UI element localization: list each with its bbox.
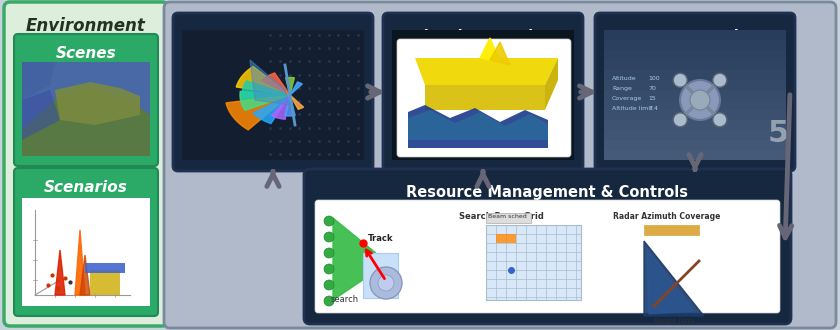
FancyBboxPatch shape [595,13,795,171]
Text: Coverage: Coverage [612,96,643,101]
Text: 7.4: 7.4 [648,106,658,111]
Text: 100: 100 [648,76,659,81]
Circle shape [673,73,687,87]
Circle shape [673,113,687,127]
Bar [604,120,786,130]
Bar [604,70,786,80]
FancyBboxPatch shape [315,200,780,313]
Bar [22,62,150,156]
Polygon shape [262,73,290,95]
Polygon shape [545,58,558,110]
Text: Radar Azimuth Coverage: Radar Azimuth Coverage [613,212,721,221]
Circle shape [713,73,727,87]
Bar [22,198,150,306]
Bar [182,30,364,160]
Bar [496,234,516,243]
Polygon shape [250,60,290,105]
Bar [604,110,786,120]
Bar [604,80,786,90]
Bar [392,30,574,160]
Circle shape [324,248,334,258]
Polygon shape [271,95,290,119]
Polygon shape [22,88,150,156]
Polygon shape [285,95,295,116]
Polygon shape [22,62,55,100]
Text: Range (km): Range (km) [654,318,695,324]
Polygon shape [75,230,85,295]
Bar [604,40,786,50]
Bar [604,150,786,160]
Polygon shape [644,241,704,316]
Text: Track: Track [368,234,393,243]
FancyBboxPatch shape [383,13,583,171]
Bar [363,253,398,298]
Bar [85,263,125,273]
Bar [604,140,786,150]
Text: Search Beam Grid: Search Beam Grid [459,212,543,221]
Circle shape [324,280,334,290]
Text: Signal Processing: Signal Processing [413,29,553,43]
Bar [486,225,581,300]
Bar [604,30,786,160]
Bar [22,62,150,156]
Polygon shape [408,105,548,148]
Bar [604,60,786,70]
Polygon shape [253,95,290,123]
Text: 15: 15 [648,96,656,101]
Polygon shape [425,85,545,110]
FancyBboxPatch shape [4,2,168,326]
Text: 70: 70 [648,86,656,91]
Bar [486,213,531,223]
Polygon shape [55,250,65,295]
Circle shape [713,113,727,127]
Text: Antenna/RF: Antenna/RF [228,29,318,43]
Text: search: search [331,295,360,304]
Polygon shape [22,90,60,140]
Polygon shape [80,255,90,295]
Bar [22,198,150,306]
Bar [604,90,786,100]
FancyBboxPatch shape [397,39,571,157]
Text: Altitude limit: Altitude limit [612,106,653,111]
Bar [604,100,786,110]
Polygon shape [333,218,388,300]
Polygon shape [290,95,303,109]
Polygon shape [286,78,294,95]
Polygon shape [408,110,548,140]
Circle shape [324,216,334,226]
Text: 5: 5 [768,119,790,148]
Circle shape [378,275,394,291]
Bar [604,30,786,40]
Polygon shape [480,38,500,62]
Text: Environment: Environment [26,17,146,35]
Polygon shape [55,82,140,125]
Circle shape [370,267,402,299]
FancyBboxPatch shape [173,13,373,171]
Circle shape [324,232,334,242]
Text: Beam sched: Beam sched [488,214,527,219]
Polygon shape [290,82,302,95]
Bar [604,130,786,140]
FancyBboxPatch shape [304,169,791,324]
FancyBboxPatch shape [164,2,836,328]
Bar [604,50,786,60]
FancyBboxPatch shape [14,168,158,316]
Text: Range: Range [612,86,632,91]
Text: Data Processing: Data Processing [632,29,759,43]
Polygon shape [490,42,510,65]
Polygon shape [226,95,290,130]
Polygon shape [240,91,290,110]
Bar [90,270,120,295]
Polygon shape [647,249,694,314]
Bar [644,225,699,235]
Circle shape [324,264,334,274]
Polygon shape [415,58,558,85]
FancyBboxPatch shape [14,34,158,166]
Text: Scenes: Scenes [55,47,117,61]
Text: Resource Management & Controls: Resource Management & Controls [407,185,689,201]
Text: Scenarios: Scenarios [44,181,128,195]
Circle shape [324,296,334,306]
Circle shape [680,80,720,120]
Text: Altitude: Altitude [612,76,637,81]
